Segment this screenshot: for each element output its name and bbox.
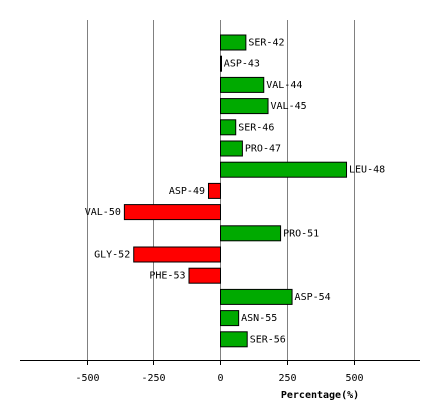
bar-label: PHE-53 [149,271,185,282]
bar-label: VAL-44 [266,80,302,91]
bar-label: ASP-54 [295,292,331,303]
bar-phe-53 [188,267,222,284]
bar-asp-49 [207,182,222,199]
x-axis-title: Percentage(%) [281,390,359,401]
bar-label: ASP-49 [169,186,205,197]
bar-ser-42 [220,34,247,51]
bar-label: ASN-55 [241,313,277,324]
bar-asp-43 [220,55,222,72]
bar-label: LEU-48 [349,165,385,176]
bar-val-44 [220,76,265,93]
bar-label: PRO-51 [283,228,319,239]
bar-label: SER-56 [250,334,286,345]
bar-gly-52 [133,246,222,263]
bar-val-50 [123,204,221,221]
x-axis: -500 -250 0 250 500 [20,360,420,384]
bar-ser-46 [220,119,237,136]
bar-ser-56 [220,331,248,348]
bars: SER-42 ASP-43 VAL-44 VAL-45 SER-46 PRO-47 LEU-… [85,34,385,348]
x-tick-label: -250 [141,373,165,384]
x-tick-label: 500 [345,373,363,384]
bar-val-45 [220,98,269,115]
x-tick-label: 0 [217,373,223,384]
bar-label: ASP-43 [224,59,260,70]
x-tick-label: -500 [75,373,99,384]
bar-label: PRO-47 [245,144,281,155]
bar-leu-48 [220,161,348,178]
bar-label: SER-46 [238,122,274,133]
bar-label: SER-42 [248,38,284,49]
x-tick-label: 250 [278,373,296,384]
bar-label: VAL-50 [85,207,121,218]
bar-pro-47 [220,140,243,157]
bar-label: GLY-52 [94,250,130,261]
bar-asp-54 [220,288,293,305]
bar-pro-51 [220,225,282,242]
bar-label: VAL-45 [271,101,307,112]
bar-asn-55 [220,310,240,327]
